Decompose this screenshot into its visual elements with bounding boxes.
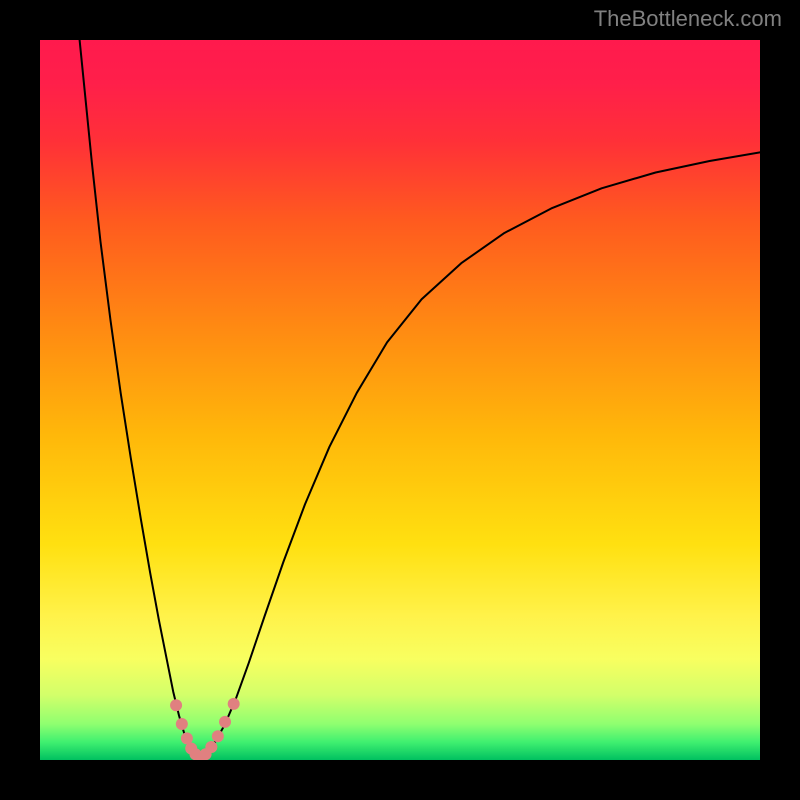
- bottleneck-chart: [0, 0, 800, 800]
- chart-container: TheBottleneck.com: [0, 0, 800, 800]
- sweet-spot-marker: [205, 741, 217, 753]
- sweet-spot-marker: [176, 718, 188, 730]
- sweet-spot-marker: [219, 716, 231, 728]
- sweet-spot-marker: [170, 699, 182, 711]
- sweet-spot-marker: [228, 698, 240, 710]
- sweet-spot-marker: [212, 730, 224, 742]
- plot-background-gradient: [40, 40, 760, 760]
